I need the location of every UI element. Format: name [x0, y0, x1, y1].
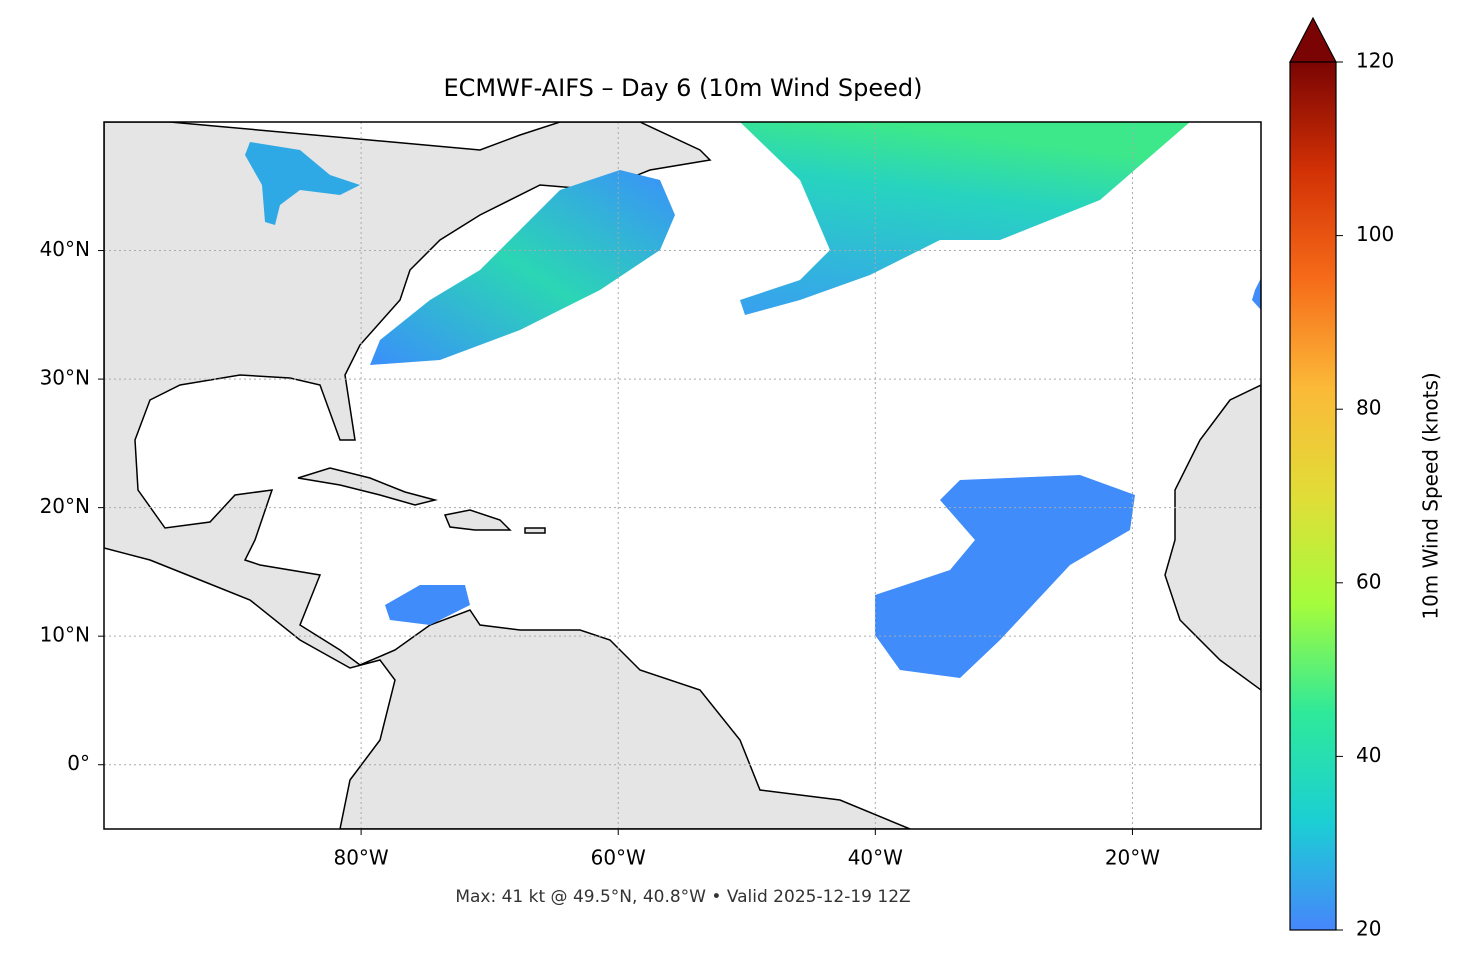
- colorbar-extend: [1289, 16, 1337, 63]
- land: [297, 467, 438, 506]
- colorbar-tick-label: 120: [1356, 49, 1394, 73]
- map: [104, 122, 1261, 829]
- y-tick-label: 40°N: [40, 237, 90, 261]
- wind-field: [385, 585, 470, 625]
- colorbar-tick-label: 100: [1356, 222, 1394, 246]
- x-tick-label: 40°W: [848, 846, 903, 870]
- colorbar-tick-label: 40: [1356, 743, 1381, 767]
- wind-field: [1252, 278, 1261, 310]
- y-tick-label: 0°: [67, 751, 90, 775]
- chart-title: ECMWF-AIFS – Day 6 (10m Wind Speed): [443, 74, 922, 102]
- wind-field: [245, 142, 360, 225]
- colorbar-tick-label: 20: [1356, 917, 1381, 941]
- land: [104, 122, 911, 829]
- land: [1164, 384, 1261, 691]
- annotation: Max: 41 kt @ 49.5°N, 40.8°W • Valid 2025…: [455, 887, 910, 907]
- map-frame: [103, 121, 1262, 830]
- x-tick-label: 60°W: [591, 846, 646, 870]
- y-tick-label: 20°N: [40, 494, 90, 518]
- colorbar-label: 10m Wind Speed (knots): [1419, 372, 1443, 619]
- colorbar-tick-label: 60: [1356, 569, 1381, 593]
- colorbar-tick-label: 80: [1356, 396, 1381, 420]
- y-tick-label: 10°N: [40, 623, 90, 647]
- wind-field: [370, 170, 675, 365]
- land: [443, 509, 512, 531]
- wind-field: [740, 122, 1190, 315]
- land: [524, 527, 546, 534]
- x-tick-label: 80°W: [333, 846, 388, 870]
- colorbar: [1289, 61, 1337, 931]
- x-tick-label: 20°W: [1105, 846, 1160, 870]
- y-tick-label: 30°N: [40, 366, 90, 390]
- wind-field: [875, 475, 1135, 678]
